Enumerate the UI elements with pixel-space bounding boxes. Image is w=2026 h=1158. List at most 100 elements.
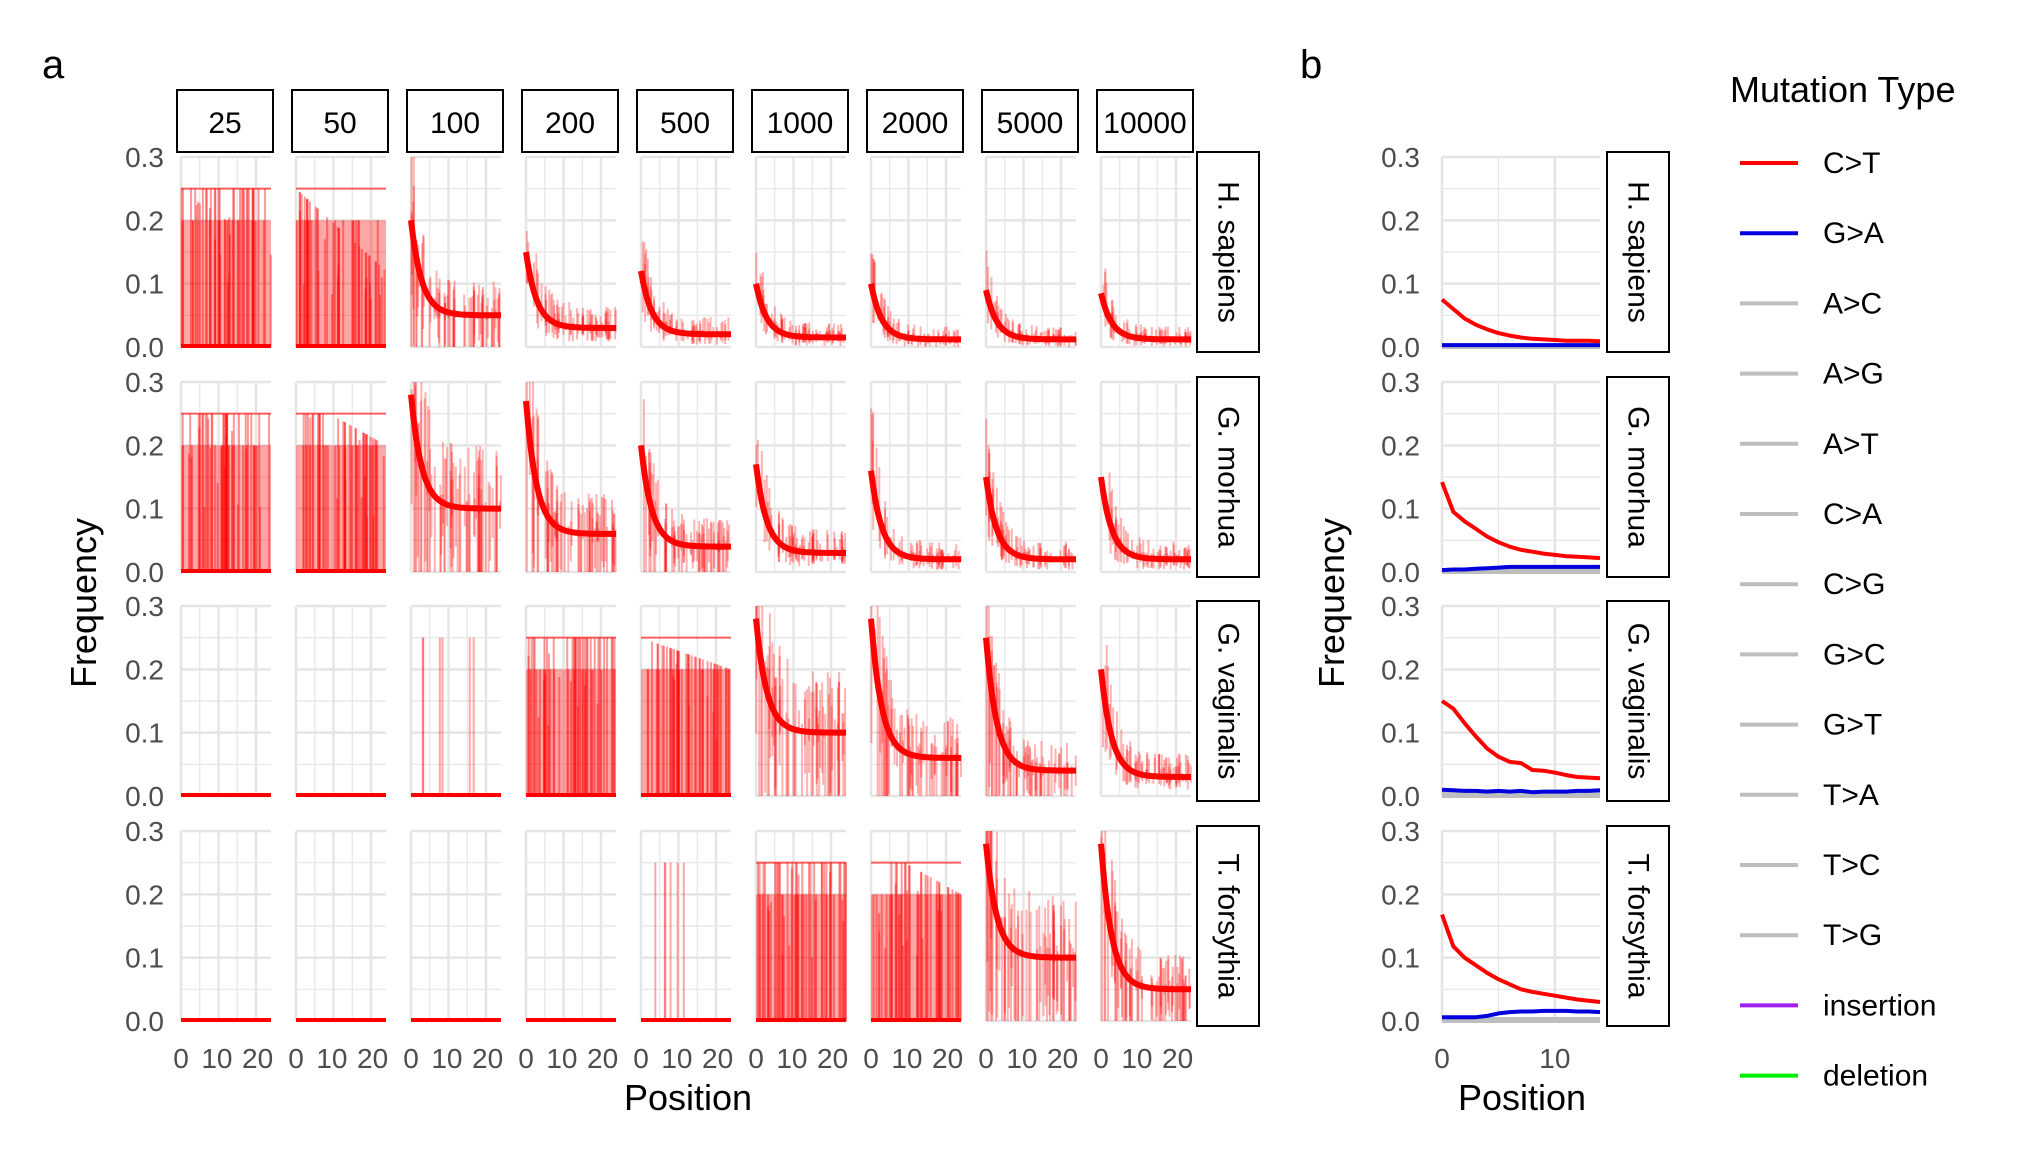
legend-label: insertion	[1823, 989, 1936, 1022]
series-area	[871, 894, 961, 1021]
series-area	[756, 894, 846, 1021]
series-line	[1441, 564, 1600, 573]
y-tick-label: 0.0	[1381, 332, 1420, 363]
y-tick-label: 0.3	[125, 816, 164, 847]
facet-cell	[409, 829, 501, 1023]
series-line	[983, 289, 1078, 343]
column-strip	[636, 89, 734, 153]
column-strip	[751, 89, 849, 153]
y-tick-label: 0.0	[1381, 557, 1420, 588]
x-tick-label: 0	[173, 1043, 189, 1074]
legend-label: C>T	[1823, 147, 1881, 180]
series-line	[983, 843, 1078, 961]
x-tick-label: 0	[1093, 1043, 1109, 1074]
series-line	[408, 394, 503, 512]
series-line	[523, 251, 618, 331]
row-strip-label: T. forsythia	[1212, 853, 1245, 998]
series-line	[983, 637, 1078, 774]
column-strip	[291, 89, 389, 153]
x-tick-label: 10	[431, 1043, 462, 1074]
facet-cell	[524, 829, 616, 1023]
y-tick-label: 0.2	[1381, 879, 1420, 910]
facet-cell	[638, 380, 733, 574]
y-tick-label: 0.3	[125, 591, 164, 622]
facet-cell	[294, 380, 386, 574]
series-line	[523, 400, 618, 537]
column-strip-label: 50	[323, 107, 356, 140]
x-tick-label: 0	[863, 1043, 879, 1074]
facet-cell	[639, 829, 731, 1023]
legend-title: Mutation Type	[1730, 69, 1955, 110]
facet-cell	[638, 155, 733, 349]
series-area	[526, 669, 616, 796]
x-tick-label: 0	[518, 1043, 534, 1074]
legend-label: C>G	[1823, 568, 1886, 601]
column-strip	[1096, 89, 1194, 153]
facet-cell	[753, 380, 848, 574]
x-tick-label: 20	[357, 1043, 388, 1074]
series-area	[296, 220, 386, 347]
legend-label: A>C	[1823, 287, 1882, 320]
series-line	[1098, 476, 1193, 563]
facet-cell	[639, 604, 731, 798]
series-line	[1441, 787, 1601, 795]
column-strip-label: 5000	[997, 107, 1064, 140]
series-line	[1440, 481, 1601, 561]
column-strip-label: 100	[430, 107, 480, 140]
legend-label: T>C	[1823, 849, 1881, 882]
legend-label: G>T	[1823, 709, 1882, 742]
y-tick-label: 0.1	[1381, 943, 1420, 974]
series-area	[181, 220, 271, 347]
row-strip	[1606, 376, 1670, 578]
row-strip	[1196, 825, 1260, 1027]
series-line	[753, 618, 848, 736]
facet-cell	[868, 604, 963, 798]
x-tick-label: 0	[1434, 1043, 1450, 1074]
facet-cell	[179, 380, 271, 574]
y-tick-label: 0.1	[125, 494, 164, 525]
x-axis-title: Position	[1458, 1077, 1586, 1118]
y-tick-label: 0.2	[125, 879, 164, 910]
y-tick-label: 0.1	[1381, 494, 1420, 525]
y-tick-label: 0.3	[1381, 816, 1420, 847]
facet-cell	[1098, 604, 1193, 798]
x-tick-label: 20	[587, 1043, 618, 1074]
facet-cell	[409, 604, 501, 798]
x-tick-label: 20	[1162, 1043, 1193, 1074]
x-tick-label: 0	[748, 1043, 764, 1074]
facet-cell	[294, 829, 386, 1023]
row-strip-label: G. morhua	[1212, 406, 1245, 548]
column-strip	[406, 89, 504, 153]
series-line	[868, 618, 963, 761]
x-tick-label: 10	[1539, 1043, 1570, 1074]
x-tick-label: 20	[817, 1043, 848, 1074]
y-tick-label: 0.0	[125, 1006, 164, 1037]
panel-b: 0.0 0.1 0.2 0.3 H. sapiens 0.0 0.1 0.2 0.3 G. mor…	[1311, 142, 1670, 1118]
column-strip-label: 500	[660, 107, 710, 140]
facet-cell	[1098, 829, 1193, 1023]
y-tick-label: 0.3	[125, 142, 164, 173]
row-strip	[1196, 376, 1260, 578]
y-tick-label: 0.2	[1381, 654, 1420, 685]
column-strip	[521, 89, 619, 153]
y-tick-label: 0.3	[1381, 142, 1420, 173]
legend-label: C>A	[1823, 498, 1882, 531]
facet-cell	[523, 380, 618, 574]
series-line	[868, 470, 963, 563]
facet-cell	[983, 155, 1078, 349]
legend-label: A>T	[1823, 428, 1879, 461]
series-line	[638, 270, 733, 338]
x-tick-label: 0	[633, 1043, 649, 1074]
row-strip	[1606, 151, 1670, 353]
row-strip-label: H. sapiens	[1622, 181, 1655, 323]
facet-cell	[179, 829, 271, 1023]
column-strip-label: 25	[208, 107, 241, 140]
facet-cell	[294, 155, 386, 349]
legend-label: T>A	[1823, 779, 1879, 812]
y-tick-label: 0.1	[1381, 269, 1420, 300]
x-tick-label: 20	[702, 1043, 733, 1074]
series-line	[1098, 668, 1193, 780]
x-tick-label: 0	[288, 1043, 304, 1074]
